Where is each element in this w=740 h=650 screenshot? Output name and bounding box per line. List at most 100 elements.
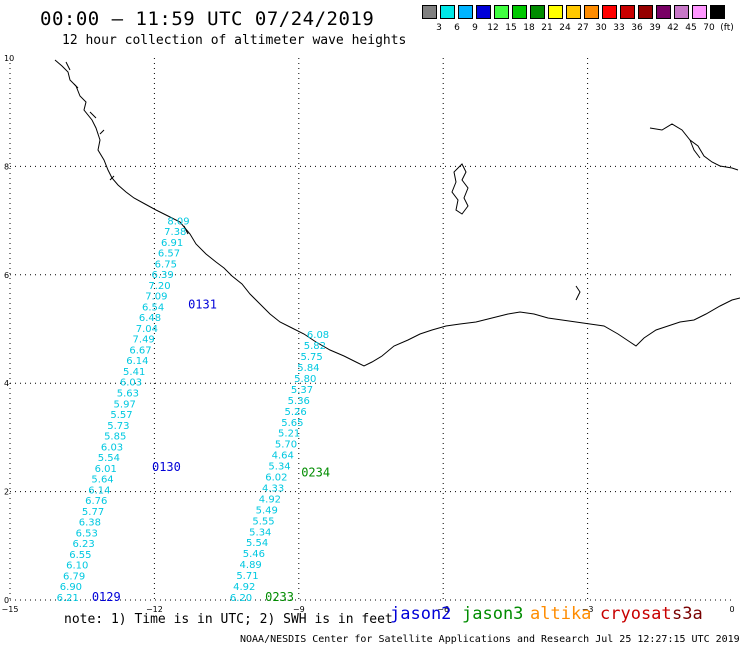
lon-tick-label: −15 — [2, 605, 19, 614]
page-title: 00:00 – 11:59 UTC 07/24/2019 — [40, 8, 375, 30]
swh-value: 5.64 — [91, 475, 113, 486]
scale-label: 24 — [559, 23, 571, 33]
scale-label: 42 — [667, 23, 679, 33]
scale-label: 6 — [454, 23, 460, 33]
legend-jason3-label: jason3 — [462, 604, 524, 624]
lon-tick-label: −12 — [146, 605, 163, 614]
swh-value: 5.46 — [243, 549, 265, 560]
scale-swatch — [422, 5, 437, 19]
northeast-river-outline — [649, 123, 739, 171]
scale-label: 36 — [631, 23, 643, 33]
lat-tick-label: 2 — [4, 488, 9, 497]
scale-swatch — [440, 5, 455, 19]
west-africa-coastline — [54, 59, 740, 367]
scale-label: (ft) — [720, 23, 734, 33]
scale-swatch — [494, 5, 509, 19]
swh-value: 7.09 — [145, 292, 167, 303]
scale-swatch — [584, 5, 599, 19]
scale-swatch — [656, 5, 671, 19]
swh-value: 5.54 — [246, 538, 268, 549]
swh-value: 6.76 — [85, 496, 107, 507]
scale-label: 9 — [472, 23, 478, 33]
scale-swatch — [458, 5, 473, 19]
swh-value: 6.53 — [76, 528, 98, 539]
swh-value: 5.80 — [294, 374, 316, 385]
swh-value: 6.10 — [66, 561, 88, 572]
swh-value: 5.84 — [297, 363, 319, 374]
scale-label: 21 — [541, 23, 553, 33]
lon-tick-label: 0 — [729, 605, 734, 614]
scale-swatch — [602, 5, 617, 19]
lat-tick-label: 10 — [4, 54, 14, 63]
lon-tick-label: −3 — [582, 605, 594, 614]
swh-value: 6.91 — [161, 238, 183, 249]
swh-value: 6.57 — [158, 249, 180, 260]
swh-value: 5.34 — [249, 527, 271, 538]
swh-value: 6.03 — [101, 442, 123, 453]
scale-label: 27 — [577, 23, 589, 33]
scale-label: 18 — [523, 23, 535, 33]
scale-swatch — [620, 5, 635, 19]
scale-label: 39 — [649, 23, 661, 33]
track-time-label: 0234 — [301, 465, 330, 479]
swh-value: 6.14 — [88, 485, 110, 496]
lat-tick-label: 8 — [4, 162, 9, 171]
swh-value: 5.49 — [256, 505, 278, 516]
track-time-labels: 0129 0130 0131 0233 0234 — [92, 297, 330, 604]
swh-value: 5.36 — [288, 396, 310, 407]
swh-value: 5.41 — [123, 367, 145, 378]
swh-value: 6.75 — [155, 259, 177, 270]
swh-value: 6.38 — [79, 518, 101, 529]
legend-jason2: jason2 — [390, 604, 451, 624]
scale-label: 70 — [703, 23, 715, 33]
units-note: note: 1) Time is in UTC; 2) SWH is in fe… — [64, 612, 393, 627]
swh-value: 5.71 — [236, 571, 258, 582]
swh-value: 6.90 — [60, 582, 82, 593]
swh-value: 6.39 — [152, 270, 174, 281]
swh-value: 5.21 — [278, 429, 300, 440]
scale-swatch — [674, 5, 689, 19]
swh-value: 5.97 — [114, 399, 136, 410]
legend-altika-label: altika — [530, 604, 592, 624]
swh-value: 5.34 — [268, 462, 290, 473]
swh-value: 7.20 — [148, 281, 170, 292]
lon-tick-label: −9 — [293, 605, 305, 614]
swh-value: 4.64 — [272, 451, 294, 462]
legend-jason2-label: jason2 — [390, 604, 452, 624]
lake-volta-outline — [451, 163, 469, 215]
swh-value: 5.77 — [82, 507, 104, 518]
swh-value: 7.38 — [164, 227, 186, 238]
page-subtitle: 12 hour collection of altimeter wave hei… — [62, 33, 407, 48]
lat-tick-label: 4 — [4, 379, 9, 388]
track-time-label: 0131 — [188, 297, 217, 311]
swh-value: 6.21 — [57, 593, 79, 604]
swh-value: 5.85 — [104, 432, 126, 443]
swh-value: 6.67 — [129, 345, 151, 356]
scale-label: 33 — [613, 23, 625, 33]
scale-label: 15 — [505, 23, 517, 33]
legend-s3a: s3a — [672, 604, 703, 624]
swh-value: 6.08 — [307, 330, 329, 341]
swh-value: 6.14 — [126, 356, 148, 367]
swh-value: 5.73 — [107, 421, 129, 432]
swh-value: 6.54 — [142, 302, 164, 313]
scale-swatch — [512, 5, 527, 19]
lon-tick-label: −6 — [437, 605, 449, 614]
track-time-label: 0130 — [152, 460, 181, 474]
scale-swatch — [710, 5, 725, 19]
scale-swatch — [692, 5, 707, 19]
scale-swatch — [476, 5, 491, 19]
swh-value: 5.65 — [281, 418, 303, 429]
swh-value: 5.54 — [98, 453, 120, 464]
scale-label: 12 — [487, 23, 499, 33]
swh-value: 5.82 — [304, 341, 326, 352]
track-time-label: 0233 — [265, 590, 294, 604]
swh-value: 4.92 — [259, 494, 281, 505]
map-grid: −15 −12 −9 −6 −3 0 0 2 4 6 8 10 — [2, 54, 735, 614]
swh-value: 6.03 — [120, 378, 142, 389]
river-mouth-outline — [575, 285, 581, 301]
swh-value: 5.75 — [301, 352, 323, 363]
swh-value: 5.70 — [275, 440, 297, 451]
scale-label: 30 — [595, 23, 607, 33]
